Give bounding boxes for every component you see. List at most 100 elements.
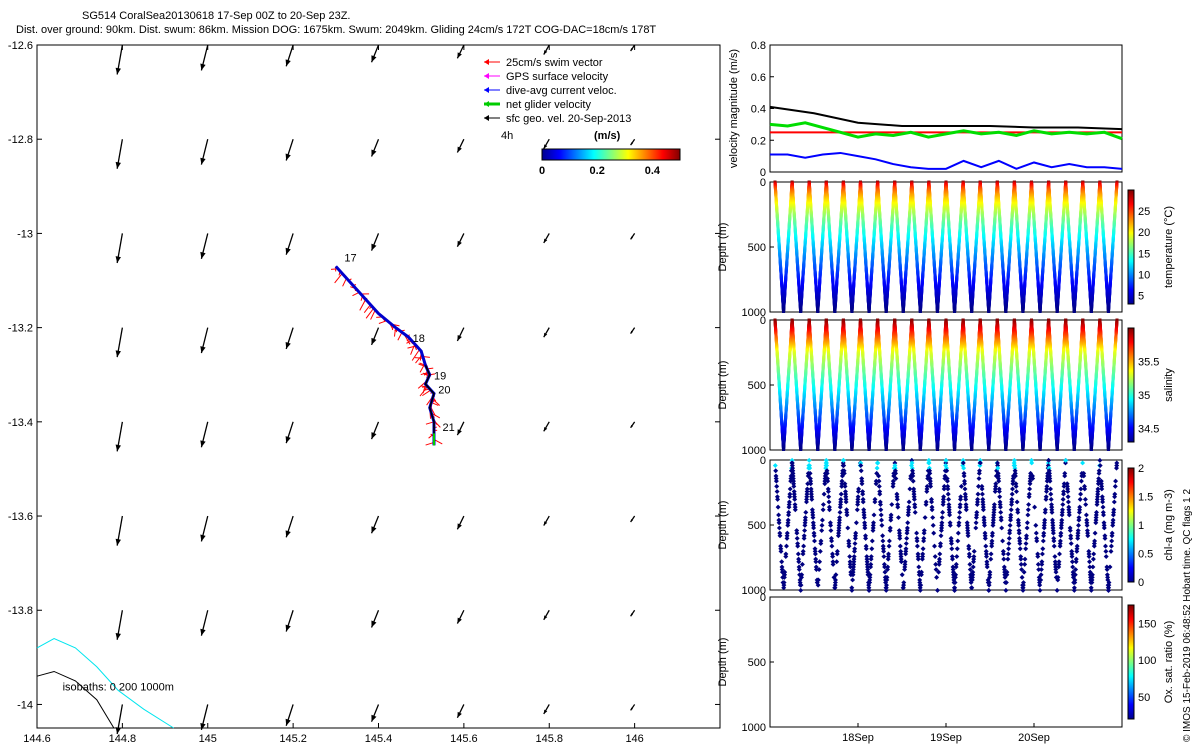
current-arrowhead xyxy=(285,624,291,632)
map-y-tick-label: -13.8 xyxy=(8,605,33,617)
map-x-tick-label: 144.6 xyxy=(23,733,51,745)
current-arrowhead xyxy=(457,429,462,436)
temperature-data-point xyxy=(936,310,939,313)
chart-subtitle: Dist. over ground: 90km. Dist. swum: 86k… xyxy=(16,24,657,36)
velocity-series-line xyxy=(769,121,1123,141)
map-x-tick-label: 145.8 xyxy=(535,733,563,745)
velocity-y-tick-label: 0.6 xyxy=(751,72,766,84)
dive-avg-current-track xyxy=(334,265,436,446)
current-arrowhead xyxy=(457,146,462,153)
velocity-series-line xyxy=(769,105,1123,131)
current-arrowhead xyxy=(543,709,548,714)
temperature-data-point xyxy=(833,310,837,313)
current-arrowhead xyxy=(115,350,121,358)
velocity-y-tick-label: 0 xyxy=(760,167,766,179)
current-arrowhead xyxy=(457,240,462,247)
swim-vector xyxy=(359,299,367,311)
chart-title: SG514 CoralSea20130618 17-Sep 00Z to 20-… xyxy=(82,10,351,22)
temperature-colorbar-tick-label: 5 xyxy=(1138,291,1144,303)
current-arrowhead xyxy=(630,519,634,523)
temperature-colorbar xyxy=(1127,189,1135,305)
temperature-colorbar-tick-label: 10 xyxy=(1138,269,1150,281)
current-arrowhead xyxy=(371,243,377,251)
current-arrowhead xyxy=(115,67,121,75)
temperature-data-point xyxy=(799,310,803,313)
current-arrowhead xyxy=(371,714,377,722)
swim-vector xyxy=(363,304,371,313)
isobath-0 xyxy=(36,637,174,729)
legend-arrowhead xyxy=(484,101,489,107)
current-arrowhead xyxy=(457,711,462,718)
current-arrowhead xyxy=(115,161,121,169)
swim-vector xyxy=(365,307,375,319)
current-arrowhead xyxy=(371,149,377,157)
current-arrowhead xyxy=(543,144,548,149)
map-axes-box xyxy=(36,44,721,729)
legend-arrowhead xyxy=(484,73,489,79)
current-arrowhead xyxy=(115,632,121,640)
temperature-data-point xyxy=(867,310,871,313)
swim-vector xyxy=(334,273,343,284)
map-y-tick-label: -13 xyxy=(17,228,33,240)
current-arrowhead xyxy=(285,718,291,726)
legend-label: dive-avg current veloc. xyxy=(506,85,617,97)
temperature-colorbar-label: temperature (°C) xyxy=(1163,206,1175,288)
current-arrowhead xyxy=(200,722,206,730)
current-arrowhead xyxy=(285,59,291,67)
current-arrowhead xyxy=(543,615,548,620)
current-arrowhead xyxy=(630,424,634,428)
day-label: 17 xyxy=(344,253,356,265)
current-arrowhead xyxy=(630,48,634,51)
current-arrowhead xyxy=(543,521,548,526)
temperature-data-point xyxy=(953,310,957,313)
current-arrowhead xyxy=(200,628,206,636)
temperature-data-point xyxy=(970,310,974,313)
current-arrowhead xyxy=(543,50,548,55)
velocity-series-line xyxy=(770,151,1123,170)
velocity-axes-box xyxy=(769,44,1123,173)
isobath-label: isobaths: 0 200 1000m xyxy=(63,681,174,693)
temperature-y-tick-label: 1000 xyxy=(742,307,766,319)
current-arrowhead xyxy=(371,526,377,534)
current-arrowhead xyxy=(543,426,548,432)
swim-vector xyxy=(411,349,421,361)
temperature-data-point xyxy=(987,310,991,313)
current-arrowhead xyxy=(457,617,462,624)
map-y-tick-label: -13.4 xyxy=(8,417,33,429)
scale-label: 4h xyxy=(501,130,513,142)
legend-arrowhead xyxy=(484,87,489,93)
map-y-tick-label: -14 xyxy=(17,699,33,711)
current-arrowhead xyxy=(630,613,634,617)
current-arrowhead xyxy=(285,530,291,538)
current-arrowhead xyxy=(200,440,206,448)
map-x-tick-label: 145.6 xyxy=(450,733,478,745)
legend-label: net glider velocity xyxy=(506,99,591,111)
current-arrowhead xyxy=(200,63,206,71)
current-arrowhead xyxy=(457,335,462,341)
legend-label: sfc geo. vel. 20-Sep-2013 xyxy=(506,113,631,125)
colorbar-tick-label: 0 xyxy=(539,165,545,177)
current-arrowhead xyxy=(543,332,548,338)
temperature-data-point xyxy=(782,310,786,313)
current-arrowhead xyxy=(630,142,634,146)
day-label: 18 xyxy=(413,333,425,345)
swim-vector xyxy=(419,386,428,397)
map-y-tick-label: -12.6 xyxy=(8,40,33,52)
temperature-colorbar-tick-label: 20 xyxy=(1138,227,1150,239)
map-y-tick-label: -13.6 xyxy=(8,511,33,523)
current-arrowhead xyxy=(371,620,377,628)
colorbar-tick-label: 0.2 xyxy=(590,165,605,177)
day-label: 19 xyxy=(434,370,446,382)
current-arrowhead xyxy=(285,247,291,255)
map-x-tick-label: 144.8 xyxy=(109,733,137,745)
velocity-y-axis-label: velocity magnitude (m/s) xyxy=(728,49,740,168)
current-arrowhead xyxy=(200,534,206,542)
velocity-y-tick-label: 0.4 xyxy=(751,104,766,116)
temperature-data-point xyxy=(884,310,888,313)
current-arrowhead xyxy=(630,236,634,240)
temperature-data-point xyxy=(901,310,905,313)
swim-vector xyxy=(370,309,376,320)
temperature-data-point xyxy=(816,310,820,313)
